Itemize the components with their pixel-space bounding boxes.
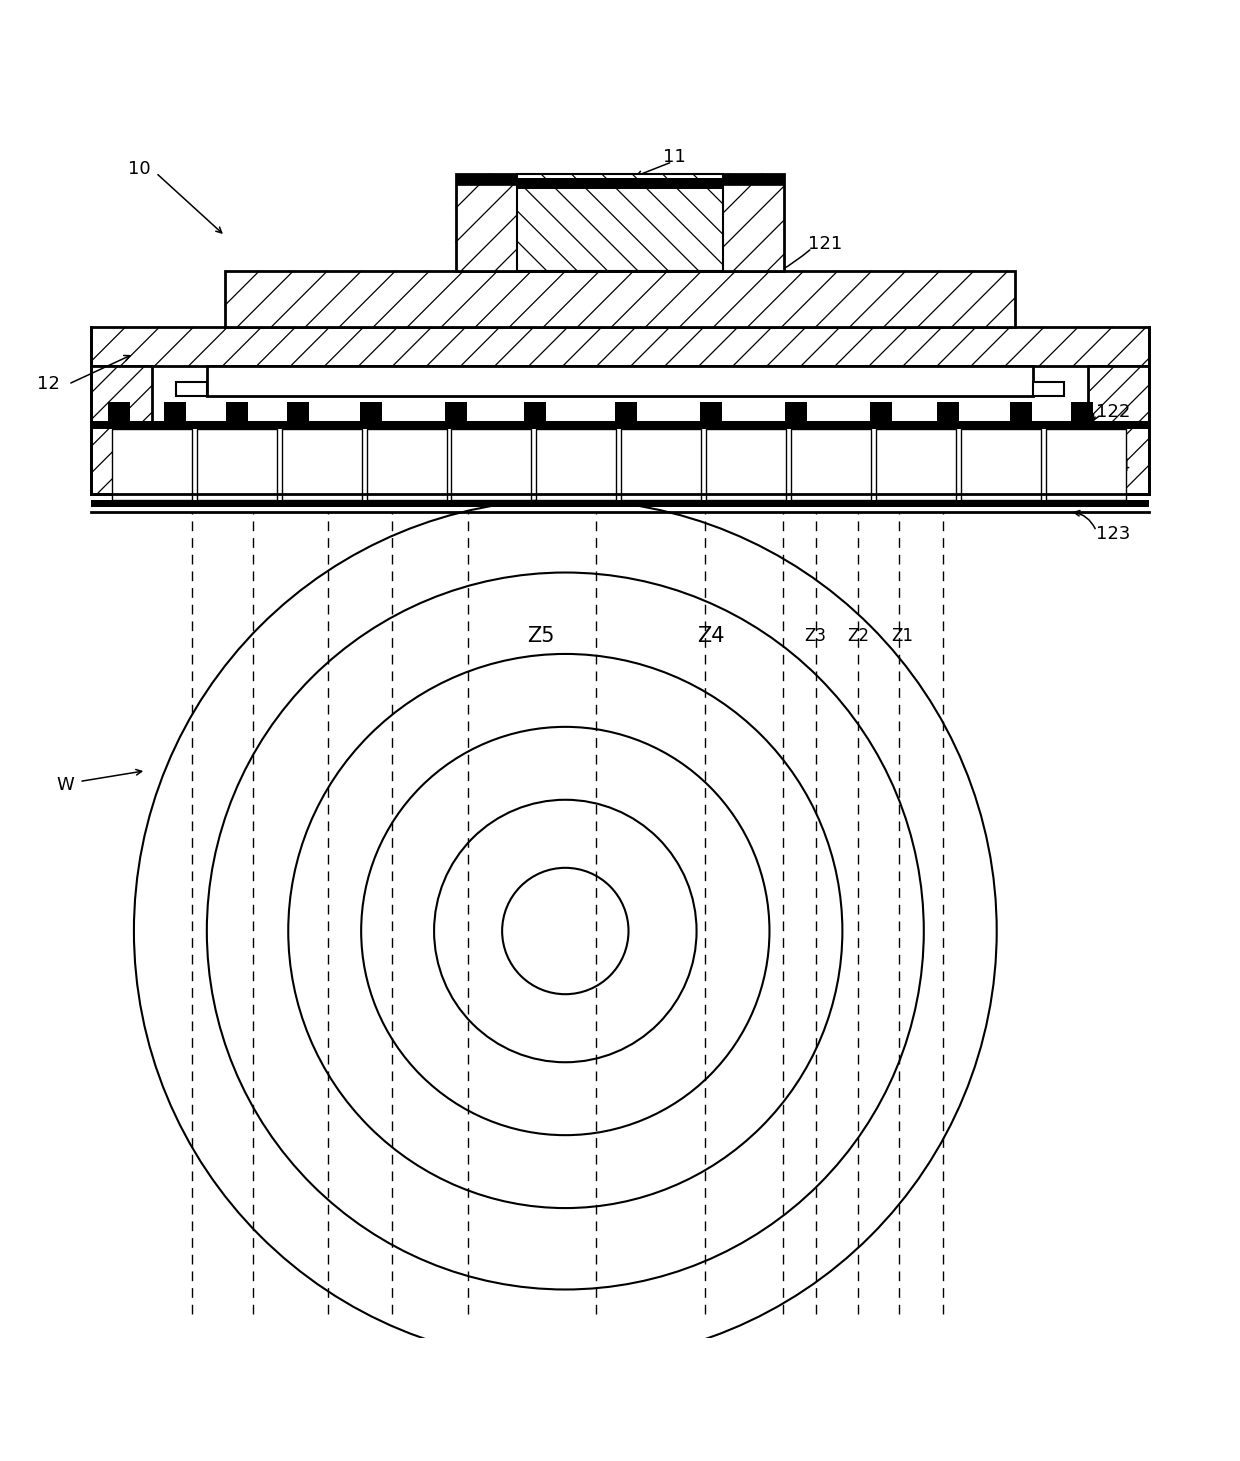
Text: 123: 123: [1096, 524, 1131, 542]
Bar: [537, 430, 616, 500]
Text: Z2: Z2: [847, 627, 869, 644]
Bar: [785, 402, 807, 421]
Bar: [456, 174, 784, 186]
Text: Z3: Z3: [805, 627, 827, 644]
Bar: [112, 430, 192, 500]
Polygon shape: [456, 174, 784, 272]
Polygon shape: [224, 272, 1014, 327]
Text: Z4: Z4: [697, 625, 725, 646]
Bar: [961, 430, 1040, 500]
Bar: [451, 430, 532, 500]
Bar: [615, 402, 637, 421]
Text: 11: 11: [662, 148, 686, 167]
Text: 121: 121: [808, 235, 843, 253]
Bar: [937, 402, 959, 421]
Bar: [176, 381, 207, 396]
Bar: [92, 500, 1148, 507]
Bar: [108, 402, 130, 421]
Text: 10: 10: [128, 161, 150, 178]
Text: Z1: Z1: [890, 627, 913, 644]
Bar: [525, 402, 546, 421]
Bar: [875, 430, 956, 500]
Bar: [367, 430, 446, 500]
Polygon shape: [1087, 365, 1148, 494]
Bar: [1045, 430, 1126, 500]
Bar: [870, 402, 893, 421]
Text: 12: 12: [37, 375, 60, 393]
Text: 122: 122: [1096, 403, 1131, 421]
Bar: [791, 430, 870, 500]
Bar: [207, 365, 1033, 396]
Polygon shape: [92, 365, 153, 494]
Bar: [164, 402, 186, 421]
Bar: [360, 402, 382, 421]
Polygon shape: [92, 327, 1148, 365]
Bar: [286, 402, 309, 421]
Bar: [1033, 381, 1064, 396]
Text: W: W: [56, 776, 74, 795]
Bar: [92, 421, 1148, 430]
Bar: [1011, 402, 1032, 421]
Text: 124: 124: [1096, 457, 1131, 475]
Bar: [517, 178, 723, 188]
Bar: [226, 402, 248, 421]
Bar: [621, 430, 701, 500]
Bar: [1071, 402, 1092, 421]
Text: Z5: Z5: [527, 625, 554, 646]
Bar: [445, 402, 467, 421]
Bar: [706, 430, 786, 500]
Polygon shape: [456, 174, 784, 272]
Bar: [701, 402, 722, 421]
Bar: [281, 430, 362, 500]
Bar: [197, 430, 277, 500]
Polygon shape: [517, 174, 723, 272]
